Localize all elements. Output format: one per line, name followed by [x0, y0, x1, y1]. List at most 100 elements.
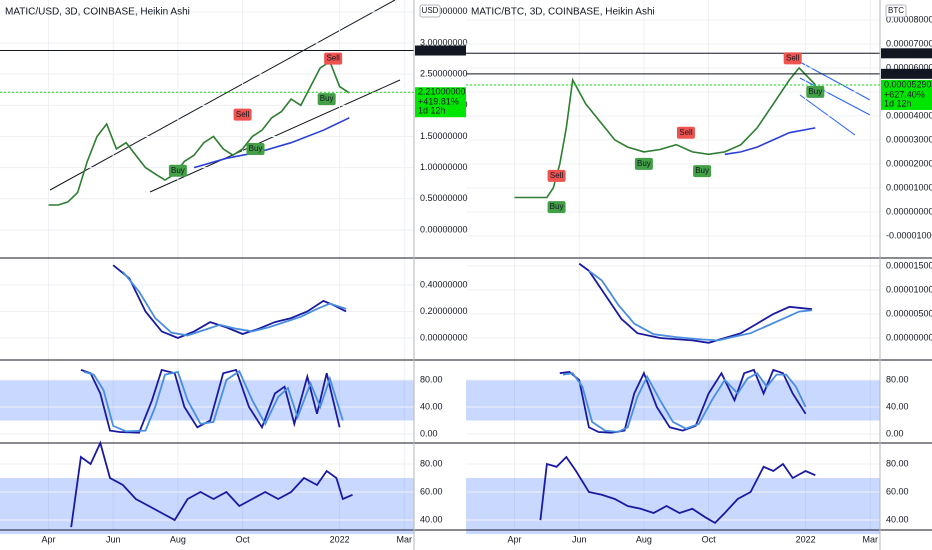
x-tick-label: Mar: [863, 534, 879, 544]
y-tick-label: 80.00: [420, 374, 443, 384]
y-tick-label: 0.00002000: [886, 158, 932, 168]
y-tick-label: 0.00006000: [886, 62, 932, 72]
series-line: [588, 270, 813, 342]
band: [0, 478, 414, 535]
series-line: [112, 264, 347, 339]
signal-badge: [324, 52, 343, 65]
band: [466, 478, 880, 535]
currency-box: [419, 4, 441, 18]
y-tick-label: 0.00004000: [886, 110, 932, 120]
signal-badge: [693, 165, 712, 178]
signal-badge: [246, 142, 265, 155]
signal-badge: [547, 201, 566, 214]
channel-down: [799, 94, 856, 136]
price-tag-label: 2.87942624: [418, 45, 466, 55]
price-tag-label: 0.00006609: [884, 48, 932, 58]
price-change: +419.81%: [418, 97, 459, 107]
y-tick-label: 0.00000000: [420, 224, 468, 234]
channel-upper: [49, 0, 396, 191]
series-line: [539, 455, 816, 525]
y-tick-label: 0.00001500: [886, 260, 932, 270]
y-tick-label: 0.00007000: [886, 38, 932, 48]
series-line: [83, 369, 344, 433]
y-tick-label: 0.00001000: [886, 284, 932, 294]
x-tick-label: Jun: [572, 534, 587, 544]
series-line: [514, 66, 816, 199]
signal-label: Sell: [786, 53, 800, 62]
y-tick-label: 2.50000000: [420, 69, 468, 79]
currency-box: [885, 4, 907, 18]
x-tick-label: Apr: [42, 534, 56, 544]
y-tick-label: 40.00: [420, 401, 443, 411]
y-tick-label: 0.00: [420, 428, 438, 438]
y-tick-label: 60.00: [886, 486, 909, 496]
x-tick-label: Aug: [636, 534, 652, 544]
y-tick-label: 60.00: [420, 486, 443, 496]
x-tick-label: Oct: [702, 534, 717, 544]
series-line: [48, 60, 350, 206]
signal-badge: [168, 164, 187, 177]
series-line: [562, 372, 807, 433]
signal-badge: [547, 169, 566, 182]
currency-label: USD: [422, 6, 439, 15]
x-tick-label: Mar: [397, 534, 413, 544]
y-tick-label: -0.00001000: [886, 230, 932, 240]
y-tick-label: 80.00: [420, 458, 443, 468]
chart-title: MATIC/BTC, 3D, COINBASE, Heikin Ashi: [471, 7, 655, 18]
y-tick-label: 1.00000000: [420, 162, 468, 172]
chart-title: MATIC/USD, 3D, COINBASE, Heikin Ashi: [5, 7, 190, 18]
y-tick-label: 0.00000500: [886, 308, 932, 318]
y-tick-label: 0.00001000: [886, 182, 932, 192]
price-tag: [881, 79, 932, 110]
signal-label: Buy: [808, 87, 822, 96]
y-tick-label: 0.40000000: [420, 279, 468, 289]
signal-label: Buy: [171, 166, 185, 175]
signal-badge: [233, 108, 252, 121]
x-tick-label: Jun: [106, 534, 121, 544]
signal-badge: [317, 93, 336, 106]
series-line: [724, 127, 816, 156]
y-tick-label: 0.20000000: [420, 306, 468, 316]
y-tick-label: 3.00000000: [420, 37, 468, 47]
x-tick-label: 2022: [330, 534, 350, 544]
price-change: +627.40%: [884, 89, 925, 99]
y-tick-label: 40.00: [886, 401, 909, 411]
band: [0, 379, 414, 421]
signal-label: Sell: [326, 54, 340, 63]
y-tick-label: 0.50000000: [420, 193, 468, 203]
y-tick-label: 0.00000000: [886, 206, 932, 216]
signal-label: Buy: [637, 159, 651, 168]
signal-label: Sell: [236, 110, 250, 119]
price-tag-label: 2.21000000: [418, 87, 466, 97]
y-tick-label: 0.00003000: [886, 134, 932, 144]
series-line: [578, 262, 813, 344]
channel-down: [799, 77, 871, 116]
signal-badge: [634, 157, 653, 170]
signal-label: Buy: [249, 144, 263, 153]
series-line: [122, 271, 347, 337]
y-tick-label: 0.00: [886, 428, 904, 438]
price-tag: [881, 68, 932, 79]
price-tag: [415, 87, 466, 118]
y-tick-label: 40.00: [420, 514, 443, 524]
y-tick-label: 0.00008000: [886, 14, 932, 24]
signal-badge: [806, 85, 825, 98]
price-tag: [881, 48, 932, 59]
y-tick-label: 80.00: [886, 374, 909, 384]
y-tick-label: 0.00000000: [420, 332, 468, 342]
x-tick-label: Apr: [508, 534, 522, 544]
series-line: [70, 440, 353, 528]
signal-badge: [783, 52, 802, 65]
y-tick-label: 3.50000000: [420, 6, 468, 16]
signal-label: Buy: [320, 94, 334, 103]
series-line: [80, 368, 341, 434]
signal-label: Buy: [550, 202, 564, 211]
y-tick-label: 1.50000000: [420, 131, 468, 141]
price-tag-label: 0.00005290: [884, 79, 932, 89]
countdown: 1d 12h: [884, 98, 912, 108]
y-tick-label: 0.00000000: [886, 332, 932, 342]
x-tick-label: 2022: [796, 534, 816, 544]
band: [466, 379, 880, 421]
